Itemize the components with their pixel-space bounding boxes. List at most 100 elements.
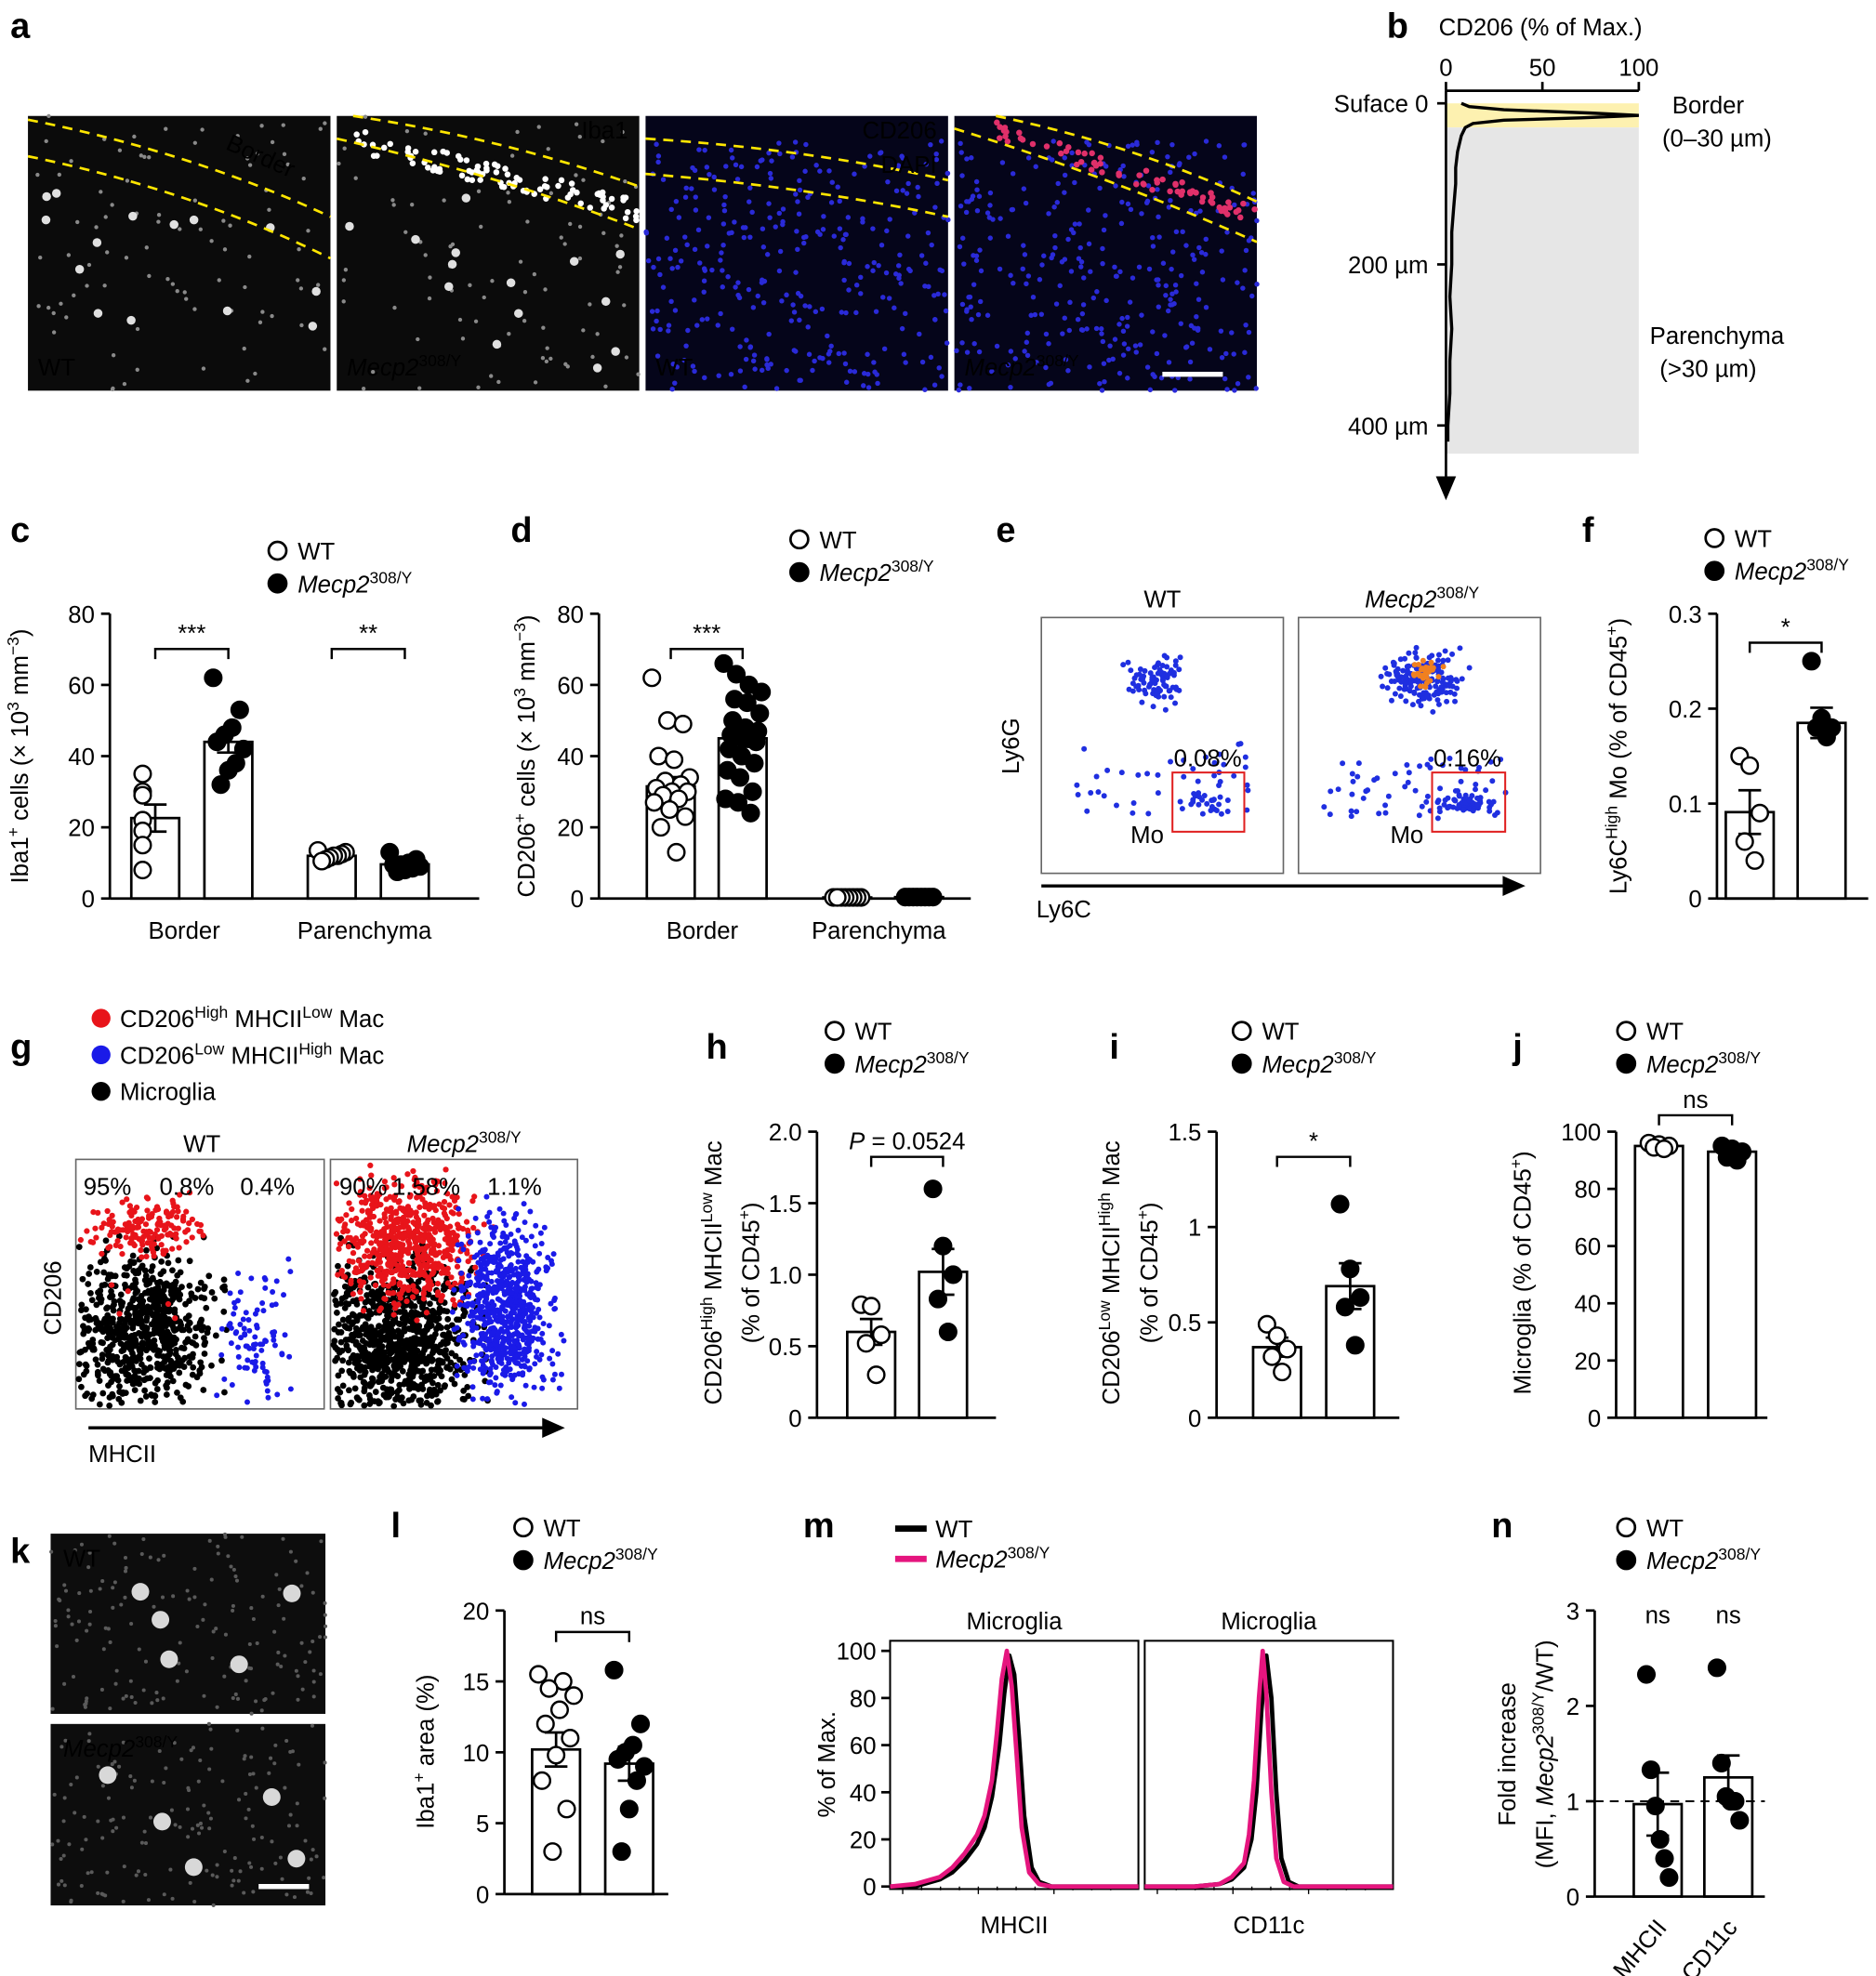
decor-dot: [391, 203, 396, 207]
decor-dot: [1118, 220, 1125, 227]
decor-dot: [546, 147, 550, 151]
decor-dot: [107, 1343, 113, 1350]
decor-dot: [132, 134, 137, 139]
decor-dot: [311, 1680, 316, 1684]
decor-dot: [931, 382, 938, 388]
decor-dot: [74, 265, 85, 274]
decor-dot: [655, 159, 661, 165]
decor-dot: [959, 301, 966, 308]
decor-dot: [154, 1377, 161, 1384]
legend-label-part: Mecp2: [1735, 560, 1806, 586]
decor-dot: [485, 1379, 492, 1386]
decor-dot: [123, 1569, 128, 1574]
decor-dot: [189, 215, 199, 225]
decor-dot: [347, 1369, 354, 1377]
decor-dot: [660, 177, 667, 182]
decor-dot: [536, 1250, 543, 1257]
decor-dot: [147, 1364, 154, 1372]
decor-dot: [344, 1262, 351, 1270]
decor-dot: [588, 302, 592, 307]
decor-dot: [244, 156, 250, 161]
decor-dot: [633, 207, 640, 215]
decor-dot: [1462, 767, 1469, 773]
decor-dot: [1100, 260, 1105, 267]
decor-dot: [903, 310, 908, 317]
decor-dot: [344, 1228, 350, 1234]
decor-dot: [1067, 299, 1073, 305]
decor-dot: [165, 1300, 172, 1308]
decor-dot: [494, 1390, 500, 1396]
data-point: [728, 793, 747, 812]
data-point: [133, 764, 152, 784]
decor-dot: [350, 1351, 357, 1359]
tile-label: Mecp2308/Y: [347, 351, 461, 381]
decor-dot: [1114, 273, 1119, 279]
decor-dot: [884, 228, 890, 234]
decor-dot: [51, 330, 57, 335]
decor-dot: [695, 227, 702, 233]
decor-dot: [388, 1349, 395, 1356]
decor-dot: [497, 1240, 504, 1246]
decor-dot: [536, 186, 544, 192]
decor-dot: [732, 219, 737, 225]
plot-title-part: WT: [1143, 587, 1181, 613]
decor-dot: [421, 1212, 428, 1219]
decor-dot: [1444, 698, 1450, 705]
decor-dot: [434, 1398, 441, 1405]
decor-dot: [243, 284, 247, 290]
decor-dot: [428, 1355, 435, 1362]
data-point: [743, 782, 762, 801]
decor-dot: [454, 1316, 460, 1324]
decor-dot: [1145, 183, 1152, 189]
decor-dot: [1162, 333, 1168, 338]
decor-dot: [1152, 665, 1158, 671]
decor-dot: [795, 246, 800, 253]
decor-dot: [974, 187, 980, 192]
decor-dot: [279, 1351, 285, 1358]
legend-marker: [91, 1082, 111, 1101]
decor-dot: [1130, 799, 1137, 806]
decor-dot: [416, 1260, 423, 1268]
decor-dot: [85, 1628, 89, 1633]
decor-dot: [1024, 339, 1030, 345]
decor-dot: [503, 1222, 509, 1229]
decor-dot: [305, 1571, 310, 1575]
decor-dot: [447, 1223, 454, 1230]
decor-dot: [471, 1193, 478, 1200]
decor-dot: [1354, 773, 1361, 780]
decor-dot: [127, 1208, 135, 1215]
decor-dot: [142, 1829, 147, 1834]
decor-dot: [96, 1764, 100, 1769]
decor-dot: [205, 1324, 212, 1332]
decor-dot: [1483, 787, 1489, 794]
decor-dot: [1195, 778, 1201, 784]
decor-dot: [104, 1359, 112, 1366]
decor-dot: [395, 1199, 402, 1205]
decor-dot: [841, 277, 847, 283]
decor-dot: [780, 206, 786, 212]
decor-dot: [404, 1218, 411, 1225]
decor-dot: [99, 1224, 105, 1232]
decor-dot: [683, 343, 689, 349]
decor-dot: [178, 1344, 185, 1351]
decor-dot: [899, 325, 905, 332]
decor-dot: [333, 1180, 340, 1187]
decor-dot: [355, 1258, 363, 1264]
decor-dot: [340, 1229, 347, 1235]
decor-dot: [119, 1250, 126, 1258]
decor-dot: [442, 1212, 449, 1219]
legend-label-part: CD206: [120, 1007, 194, 1033]
decor-dot: [367, 1270, 375, 1277]
decor-dot: [96, 1401, 103, 1408]
decor-dot: [105, 1245, 112, 1251]
decor-dot: [72, 293, 76, 297]
decor-dot: [1130, 142, 1135, 148]
micrograph-bg: [50, 1723, 326, 1906]
decor-dot: [1099, 169, 1105, 176]
decor-dot: [233, 1692, 238, 1696]
decor-dot: [421, 1327, 428, 1335]
decor-dot: [164, 1766, 168, 1771]
decor-dot: [435, 1322, 443, 1329]
decor-dot: [488, 1224, 495, 1231]
decor-dot: [165, 1259, 172, 1267]
